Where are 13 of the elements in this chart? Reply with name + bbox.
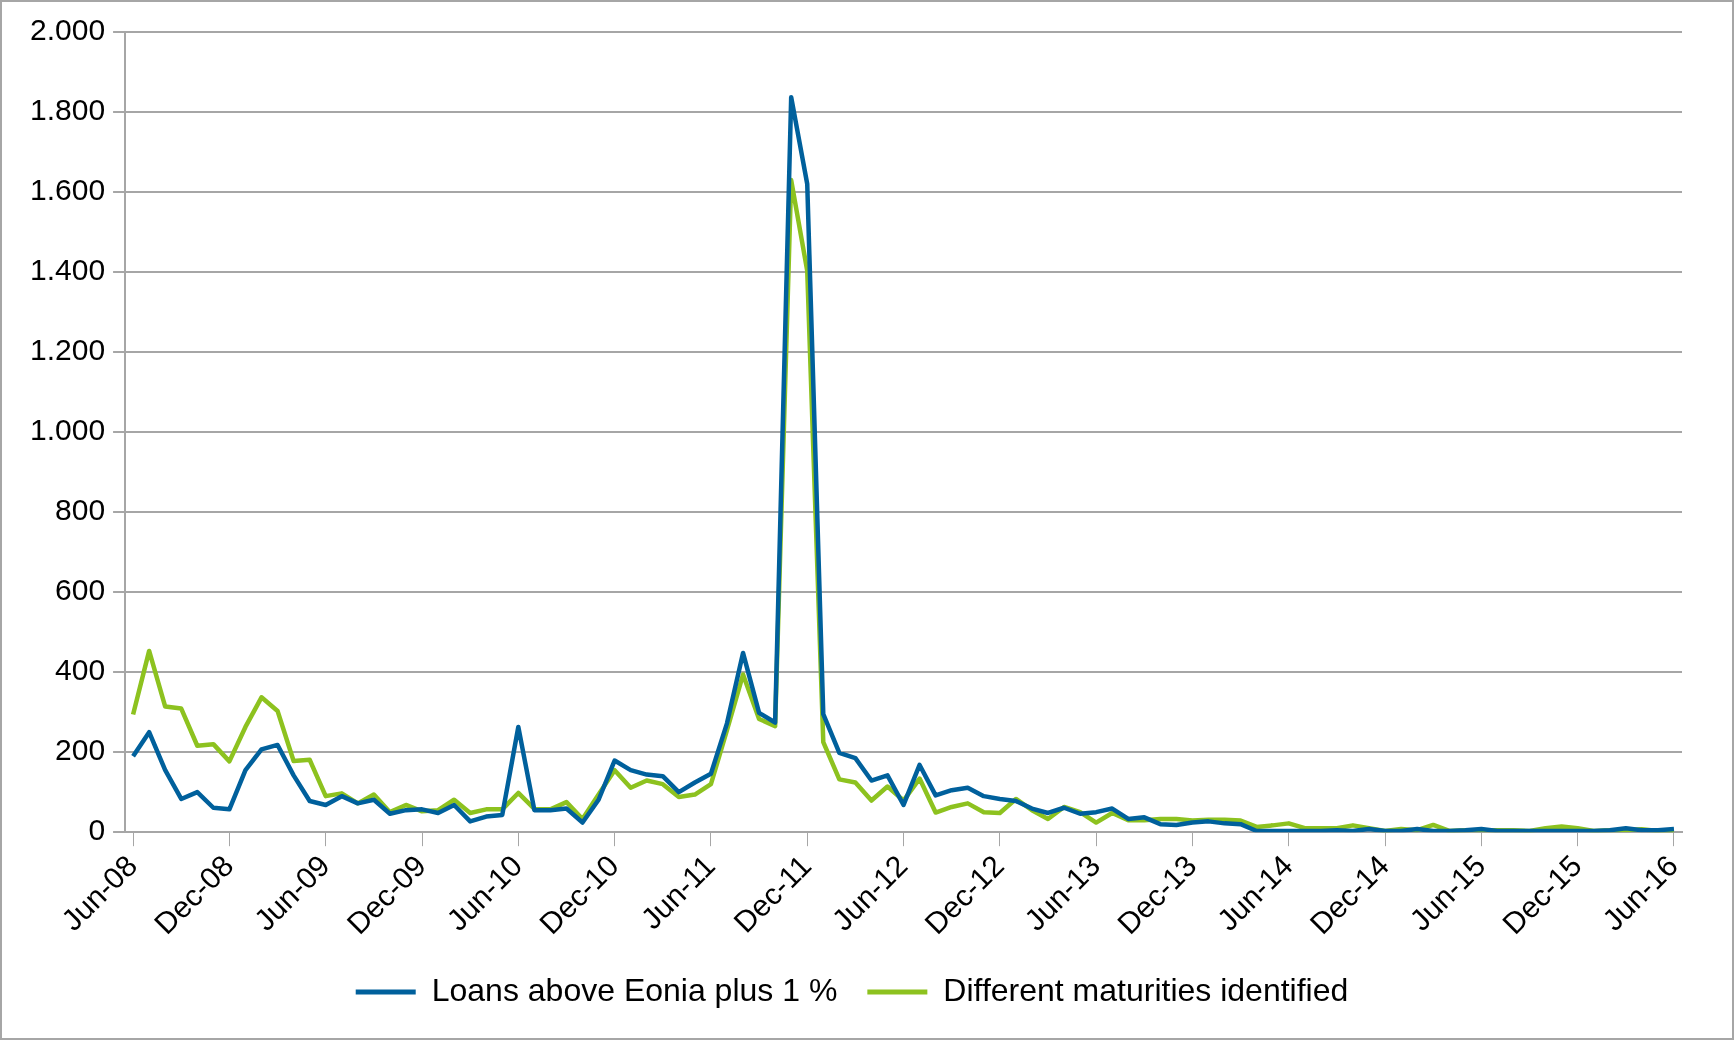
y-tick-label: 1.200 [30,333,106,367]
y-tick-label: 1.000 [30,413,106,447]
y-tick-label: 0 [88,813,106,847]
y-tick-label: 2.000 [30,13,106,47]
y-tick-label: 1.600 [30,173,106,207]
y-tick-label: 1.800 [30,93,106,127]
legend-label: Different maturities identified [943,971,1349,1008]
y-tick-label: 1.400 [30,253,106,287]
y-tick-label: 200 [55,733,106,767]
y-tick-label: 400 [55,653,106,687]
legend-label: Loans above Eonia plus 1 % [431,971,838,1008]
y-tick-label: 600 [55,573,106,607]
y-tick-label: 800 [55,493,106,527]
